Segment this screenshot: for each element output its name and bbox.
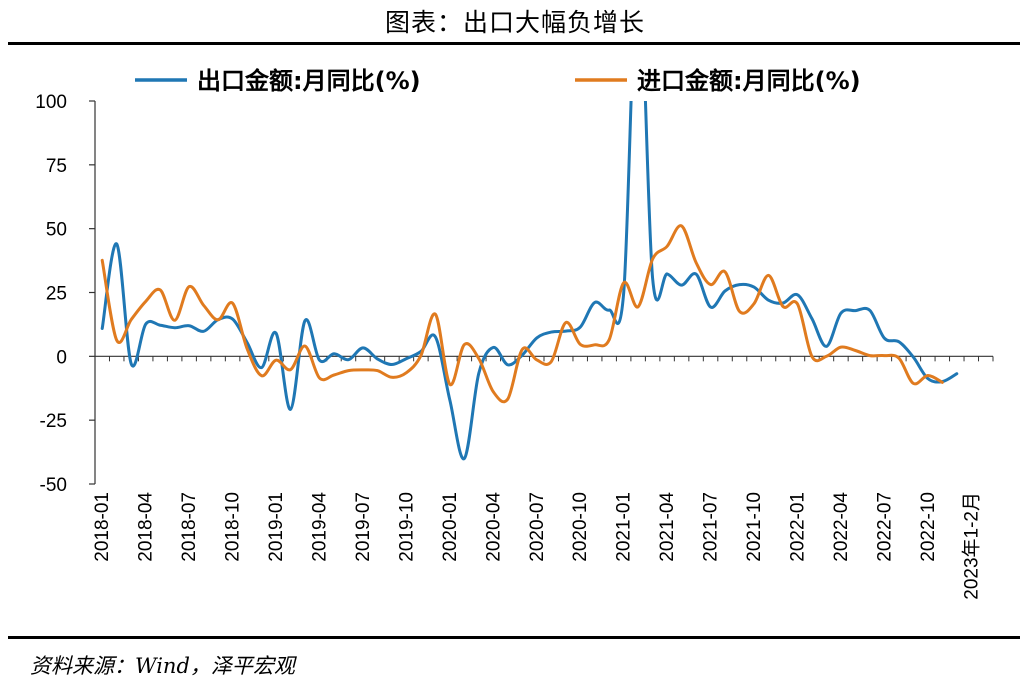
- x-tick-label: 2018-04: [136, 492, 157, 562]
- source-note: 资料来源：Wind，泽平宏观: [30, 654, 295, 678]
- x-tick-label: 2019-07: [353, 492, 374, 562]
- chart-axes: 100 75 50 25 0 -25 -50 2018-01 2018-04 2018-07 201…: [35, 92, 994, 600]
- x-tick-label: 2018-07: [179, 492, 200, 562]
- legend-label: 进口金额:月同比(%): [637, 67, 861, 95]
- x-tick-label: 2021-07: [701, 492, 722, 562]
- x-tick-label: 2022-04: [831, 492, 852, 562]
- y-tick-label: 75: [46, 156, 67, 177]
- y-tick-label: -25: [40, 411, 67, 432]
- x-tick-label: 2018-10: [223, 492, 244, 562]
- x-tick-label: 2023年1-2月: [960, 492, 982, 600]
- x-tick-label: 2022-10: [918, 492, 939, 562]
- x-tick-label: 2020-04: [483, 492, 504, 562]
- y-tick-label: -50: [40, 475, 67, 496]
- import-series-line: [100, 224, 944, 404]
- x-tick-label: 2021-01: [614, 492, 635, 562]
- y-tick-label: 0: [56, 347, 67, 368]
- series-layer: [100, 101, 959, 461]
- x-tick-label: 2022-01: [787, 492, 808, 562]
- x-tick-label: 2019-01: [266, 492, 287, 562]
- x-tick-label: 2020-01: [440, 492, 461, 562]
- y-tick-label: 25: [46, 284, 67, 305]
- y-tick-label: 50: [46, 220, 67, 241]
- x-tick-label: 2022-07: [874, 492, 895, 562]
- y-tick-label: 100: [35, 92, 67, 113]
- top-rule: [8, 42, 1020, 45]
- x-tick-label: 2020-10: [570, 492, 591, 562]
- x-tick-label: 2019-10: [396, 492, 417, 562]
- legend: 出口金额:月同比(%) 进口金额:月同比(%): [135, 67, 861, 95]
- legend-item-import: 进口金额:月同比(%): [575, 67, 861, 95]
- x-tick-label: 2021-04: [657, 492, 678, 562]
- x-tick-label: 2019-04: [310, 492, 331, 562]
- chart-title: 图表：出口大幅负增长: [384, 8, 645, 37]
- export-series-line: [100, 101, 959, 461]
- x-tick-label: 2018-01: [92, 492, 113, 562]
- x-tick-label: 2020-07: [527, 492, 548, 562]
- bottom-rule: [8, 636, 1020, 639]
- legend-item-export: 出口金额:月同比(%): [135, 67, 421, 95]
- legend-label: 出口金额:月同比(%): [197, 67, 421, 95]
- x-tick-label: 2021-10: [744, 492, 765, 562]
